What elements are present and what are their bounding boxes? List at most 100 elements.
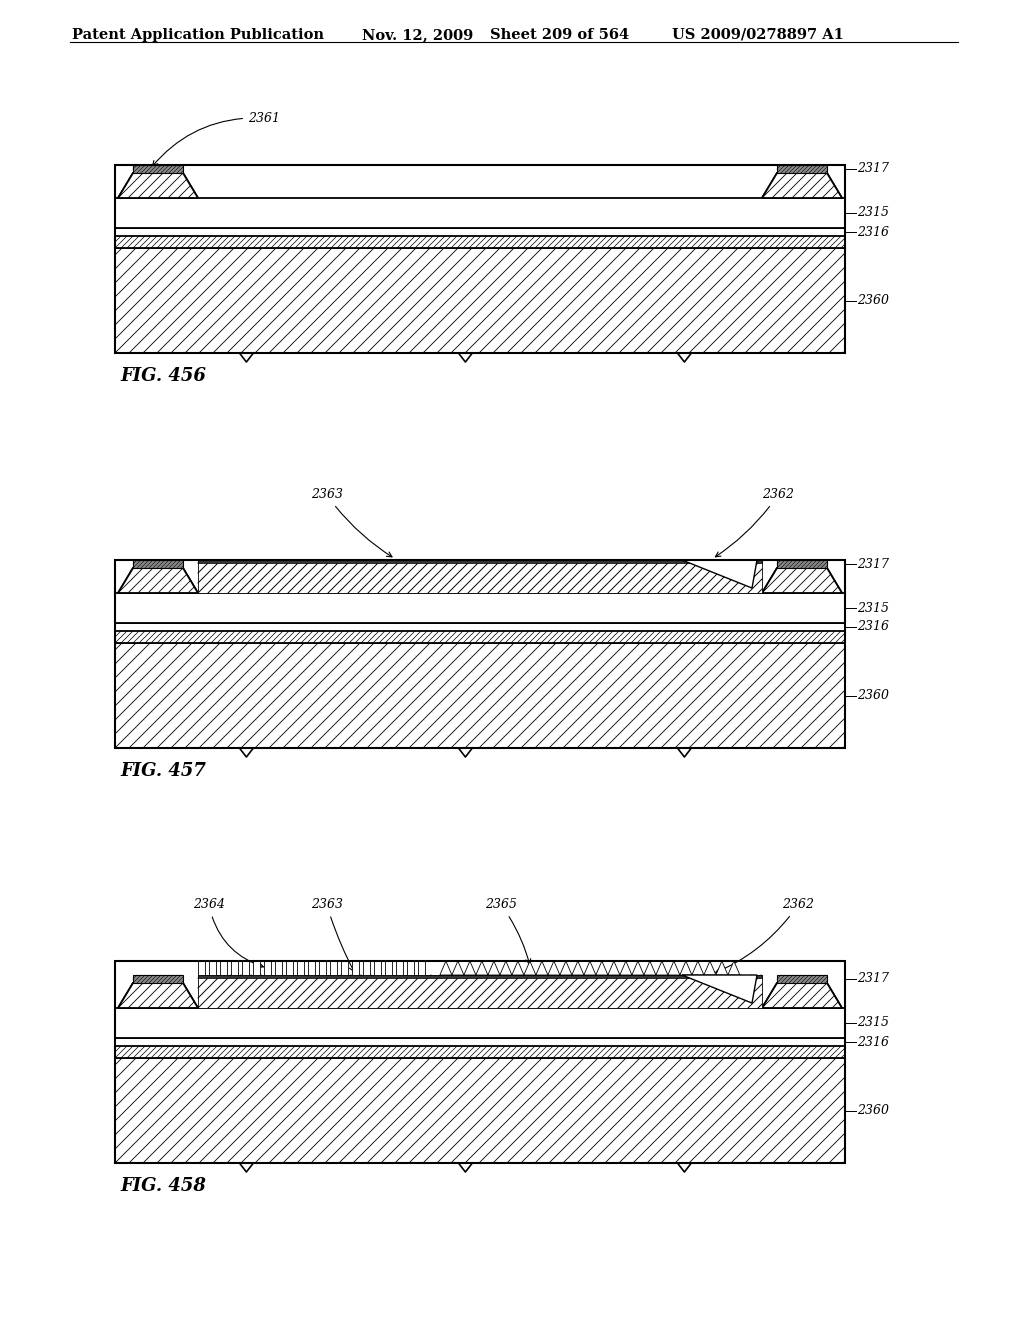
- Bar: [115, 236, 845, 248]
- Text: 2317: 2317: [857, 973, 889, 986]
- Polygon shape: [762, 983, 842, 1008]
- Bar: [341, 961, 348, 975]
- Text: US 2009/0278897 A1: US 2009/0278897 A1: [672, 28, 844, 42]
- Bar: [362, 961, 370, 975]
- Bar: [209, 961, 216, 975]
- Polygon shape: [620, 961, 632, 975]
- Polygon shape: [440, 961, 452, 975]
- Bar: [115, 198, 845, 228]
- Polygon shape: [118, 983, 198, 1008]
- Polygon shape: [118, 173, 198, 198]
- Text: 2316: 2316: [857, 1035, 889, 1048]
- Bar: [115, 643, 845, 748]
- Text: 2315: 2315: [857, 1016, 889, 1030]
- Text: 2317: 2317: [857, 162, 889, 176]
- Text: FIG. 457: FIG. 457: [120, 762, 206, 780]
- Polygon shape: [560, 961, 571, 975]
- Bar: [115, 1008, 845, 1038]
- Polygon shape: [656, 961, 668, 975]
- Bar: [385, 961, 392, 975]
- Bar: [319, 961, 326, 975]
- Text: 2363: 2363: [311, 488, 392, 557]
- Polygon shape: [548, 961, 560, 975]
- Bar: [115, 248, 845, 352]
- Bar: [198, 560, 762, 564]
- Polygon shape: [118, 568, 198, 593]
- Polygon shape: [476, 961, 487, 975]
- Bar: [133, 560, 183, 568]
- Bar: [253, 961, 260, 975]
- Text: Nov. 12, 2009: Nov. 12, 2009: [362, 28, 473, 42]
- Polygon shape: [762, 173, 842, 198]
- Bar: [308, 961, 315, 975]
- Polygon shape: [571, 961, 584, 975]
- Bar: [777, 560, 827, 568]
- Polygon shape: [512, 961, 524, 975]
- Polygon shape: [703, 961, 716, 975]
- Text: FIG. 458: FIG. 458: [120, 1177, 206, 1195]
- Polygon shape: [762, 568, 842, 593]
- Bar: [396, 961, 403, 975]
- Text: 2361: 2361: [153, 111, 280, 166]
- Text: Patent Application Publication: Patent Application Publication: [72, 28, 324, 42]
- Bar: [115, 593, 845, 623]
- Bar: [115, 615, 845, 623]
- Polygon shape: [118, 568, 198, 593]
- Text: 2362: 2362: [716, 488, 794, 557]
- Polygon shape: [584, 961, 596, 975]
- Bar: [115, 1045, 845, 1059]
- Text: 2360: 2360: [857, 1104, 889, 1117]
- Bar: [264, 961, 271, 975]
- Bar: [115, 165, 845, 352]
- Polygon shape: [728, 961, 740, 975]
- Bar: [133, 975, 183, 983]
- Bar: [115, 220, 845, 228]
- Text: 2316: 2316: [857, 226, 889, 239]
- Polygon shape: [632, 961, 644, 975]
- Bar: [418, 961, 425, 975]
- Bar: [231, 961, 238, 975]
- Text: 2365: 2365: [485, 899, 530, 964]
- Bar: [115, 631, 845, 643]
- Polygon shape: [716, 961, 728, 975]
- Polygon shape: [118, 983, 198, 1008]
- Polygon shape: [500, 961, 512, 975]
- Polygon shape: [762, 568, 842, 593]
- Bar: [352, 961, 359, 975]
- Bar: [297, 961, 304, 975]
- Text: 2360: 2360: [857, 294, 889, 308]
- Bar: [407, 961, 414, 975]
- Polygon shape: [692, 961, 703, 975]
- Bar: [133, 165, 183, 173]
- Polygon shape: [682, 975, 757, 1003]
- Text: 2363: 2363: [311, 899, 354, 972]
- Bar: [198, 560, 762, 593]
- Polygon shape: [682, 560, 757, 587]
- Bar: [115, 1059, 845, 1163]
- Bar: [198, 961, 205, 975]
- Text: 2360: 2360: [857, 689, 889, 702]
- Text: 2364: 2364: [193, 899, 263, 968]
- Text: FIG. 456: FIG. 456: [120, 367, 206, 385]
- Polygon shape: [608, 961, 620, 975]
- Polygon shape: [487, 961, 500, 975]
- Text: 2316: 2316: [857, 620, 889, 634]
- Bar: [777, 975, 827, 983]
- Polygon shape: [536, 961, 548, 975]
- Polygon shape: [762, 983, 842, 1008]
- Bar: [198, 975, 762, 1008]
- Text: 2315: 2315: [857, 602, 889, 615]
- Bar: [330, 961, 337, 975]
- Bar: [115, 961, 845, 1163]
- Polygon shape: [762, 173, 842, 198]
- Text: 2362: 2362: [716, 899, 814, 973]
- Text: 2317: 2317: [857, 557, 889, 570]
- Bar: [115, 560, 845, 748]
- Polygon shape: [644, 961, 656, 975]
- Polygon shape: [680, 961, 692, 975]
- Text: 2315: 2315: [857, 206, 889, 219]
- Polygon shape: [596, 961, 608, 975]
- Polygon shape: [524, 961, 536, 975]
- Bar: [275, 961, 282, 975]
- Bar: [220, 961, 227, 975]
